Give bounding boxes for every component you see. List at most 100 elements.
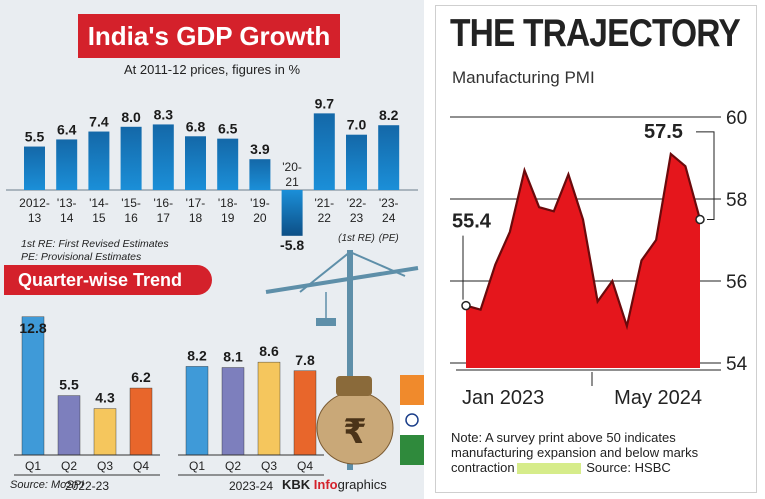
flag-wheel-icon xyxy=(405,413,419,427)
quarter-value-label: 8.1 xyxy=(223,349,243,365)
crane-cable xyxy=(299,251,351,293)
gdp-bar xyxy=(217,138,239,190)
quarter-bar xyxy=(221,367,245,456)
quarter-value-label: 8.2 xyxy=(187,347,207,363)
gdp-category-label: '23- xyxy=(379,196,399,210)
gdp-bar xyxy=(120,126,142,190)
pmi-note-text: Note: A survey print above 50 indicates … xyxy=(451,430,699,475)
gdp-category-label: 17 xyxy=(157,211,171,225)
quarter-category-label: Q2 xyxy=(225,459,241,473)
gdp-chart-title: India's GDP Growth xyxy=(78,14,340,58)
gdp-value-label: 6.5 xyxy=(218,121,238,137)
gdp-chart-canvas: 5.5 2012-13 6.4 '13-14 7.4 '14-15 8.0 '15-16 8.3… xyxy=(6,95,424,493)
gdp-value-label: 8.3 xyxy=(154,106,174,122)
gdp-category-label: '16- xyxy=(153,196,173,210)
pmi-callout-leader xyxy=(696,131,715,220)
gdp-category-label: '20- xyxy=(282,160,302,174)
rupee-icon: ₹ xyxy=(343,412,367,452)
gdp-category-label: 15 xyxy=(92,211,106,225)
pmi-callout-marker xyxy=(461,300,471,311)
quarter-value-label: 6.2 xyxy=(131,369,151,385)
pmi-panel-title: THE TRAJECTORY xyxy=(450,12,741,55)
quarter-value-label: 8.6 xyxy=(259,343,279,359)
annotation-first-re: (1st RE) xyxy=(338,233,375,244)
pmi-panel: 54 56 58 60 55.4 57.5 Jan 2023 May 2024 THE TRA… xyxy=(435,5,757,493)
source-label: Source: MoSPI xyxy=(10,479,84,491)
gdp-category-label: 14 xyxy=(60,211,74,225)
crane-cable xyxy=(349,251,406,277)
gdp-value-label: 3.9 xyxy=(250,141,270,157)
quarter-bar xyxy=(129,387,153,456)
gdp-category-label: 21 xyxy=(285,175,299,189)
pmi-area xyxy=(466,153,700,368)
gdp-category-label: '18- xyxy=(218,196,238,210)
gdp-bar xyxy=(346,134,367,190)
gdp-category-label: '14- xyxy=(89,196,109,210)
gdp-value-label: -5.8 xyxy=(280,237,304,253)
quarter-value-label: 4.3 xyxy=(95,390,115,406)
flag-stripe-saffron xyxy=(400,375,424,405)
quarter-category-label: Q2 xyxy=(61,459,77,473)
gdp-bar xyxy=(249,159,271,190)
gdp-value-label: 6.4 xyxy=(57,121,77,137)
gdp-category-label: 24 xyxy=(382,211,396,225)
gdp-value-label: 6.8 xyxy=(186,118,206,134)
pmi-callout-marker xyxy=(695,214,705,225)
gdp-bar xyxy=(24,146,45,190)
quarter-group-label: 2023-24 xyxy=(229,479,273,493)
pmi-ytick-label: 56 xyxy=(726,272,747,293)
highlight-swatch xyxy=(516,463,581,475)
quarter-category-label: Q4 xyxy=(133,459,149,473)
gdp-category-label: 2012- xyxy=(19,196,50,210)
annotation-pe: (PE) xyxy=(379,233,399,244)
gdp-chart-subtitle: At 2011-12 prices, figures in % xyxy=(123,62,301,77)
gdp-bar xyxy=(152,124,174,190)
pmi-callout-label: 57.5 xyxy=(644,121,683,143)
gdp-category-label: 20 xyxy=(253,211,267,225)
gdp-category-label: 16 xyxy=(124,211,138,225)
gdp-value-label: 5.5 xyxy=(25,129,45,145)
quarter-bar xyxy=(21,316,45,456)
crane-jib xyxy=(265,266,419,294)
gdp-value-label: 7.4 xyxy=(89,114,109,130)
quarter-value-label: 5.5 xyxy=(59,377,79,393)
gdp-infographic: 5.5 2012- 13 6.4 '13- 14 7.4 '14- 15 8.0 '15- 16 8.3… xyxy=(0,0,424,499)
gdp-category-label: 19 xyxy=(221,211,235,225)
pmi-source: Source: HSBC xyxy=(586,460,671,475)
quarter-category-label: Q3 xyxy=(97,459,113,473)
pmi-xlabel-start: Jan 2023 xyxy=(462,387,544,409)
gdp-category-label: '19- xyxy=(250,196,270,210)
gdp-bar xyxy=(185,136,206,190)
gdp-bar xyxy=(56,139,78,190)
note-provisional: PE: Provisional Estimates xyxy=(21,251,142,263)
crane-hook-block xyxy=(316,318,336,326)
crane-illustration: ₹ xyxy=(265,250,424,470)
quarter-bar xyxy=(185,366,209,456)
gdp-category-label: '22- xyxy=(347,196,367,210)
gdp-category-label: '21- xyxy=(314,196,334,210)
gdp-category-label: 22 xyxy=(318,211,332,225)
pmi-ytick-label: 58 xyxy=(726,190,747,211)
gdp-value-label: 8.2 xyxy=(379,107,399,123)
gdp-category-label: '13- xyxy=(57,196,77,210)
credit-brand: KBK xyxy=(282,477,311,492)
quarter-category-label: Q1 xyxy=(25,459,41,473)
quarter-group-label: 2022-23 xyxy=(65,479,109,493)
quarter-category-label: Q1 xyxy=(189,459,205,473)
quarter-value-label: 12.8 xyxy=(19,320,46,336)
pmi-chart-subtitle: Manufacturing PMI xyxy=(452,68,595,87)
gdp-category-label: 13 xyxy=(28,211,42,225)
quarter-trend-title: Quarter-wise Trend xyxy=(4,265,212,295)
quarter-value-label: 7.8 xyxy=(295,352,315,368)
pmi-ytick-label: 54 xyxy=(726,354,748,375)
quarter-bar xyxy=(57,395,81,456)
gdp-category-label: 23 xyxy=(350,211,364,225)
quarter-category-label: Q3 xyxy=(261,459,277,473)
pmi-xlabel-end: May 2024 xyxy=(614,387,702,409)
infographic-credit: KBK Infographics xyxy=(282,477,387,492)
gdp-category-label: '15- xyxy=(121,196,141,210)
money-bag-neck xyxy=(336,376,372,396)
pmi-ytick-label: 60 xyxy=(726,108,747,129)
quarter-category-label: Q4 xyxy=(297,459,313,473)
gdp-bar xyxy=(313,113,335,190)
